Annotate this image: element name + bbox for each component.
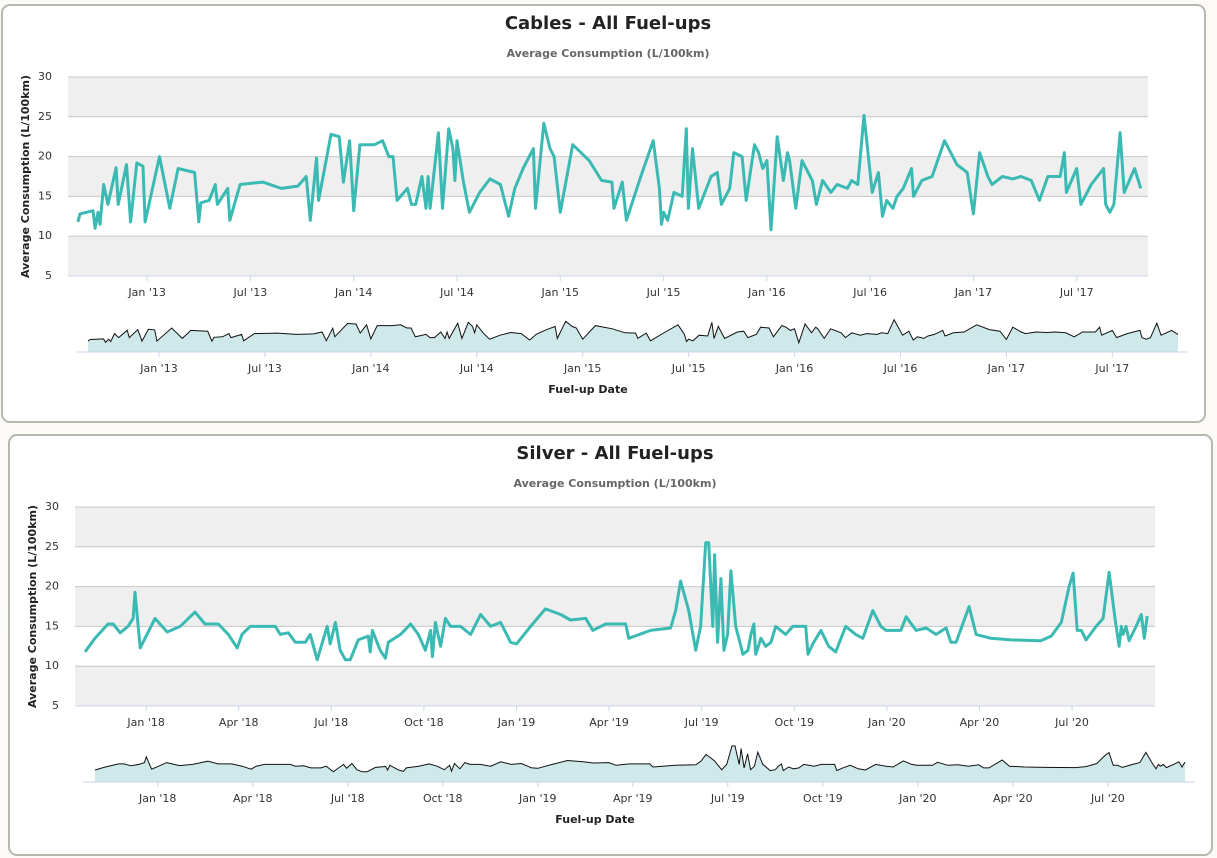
navigator-tick-label: Jul '13 <box>247 362 282 375</box>
y-axis-label: Average Consumption (L/100km) <box>19 75 32 278</box>
x-tick-label: Jan '16 <box>747 286 785 299</box>
navigator-tick-label: Jan '14 <box>351 362 389 375</box>
y-tick-label: 5 <box>45 269 52 282</box>
navigator-tick-label: Oct '19 <box>803 792 843 805</box>
x-tick-label: Apr '18 <box>219 716 259 729</box>
navigator-tick-label: Jul '19 <box>710 792 745 805</box>
navigator-tick-label: Apr '20 <box>993 792 1033 805</box>
navigator-area <box>88 319 1178 352</box>
navigator-tick-label: Apr '18 <box>233 792 273 805</box>
navigator-tick-label: Oct '18 <box>423 792 463 805</box>
navigator-tick-label: Jan '18 <box>138 792 176 805</box>
navigator-tick-label: Jan '17 <box>987 362 1025 375</box>
navigator-line <box>87 318 1179 345</box>
x-tick-label: Jan '13 <box>127 286 165 299</box>
y-tick-label: 10 <box>38 229 52 242</box>
navigator-tick-label: Apr '19 <box>613 792 653 805</box>
x-tick-label: Jan '17 <box>954 286 992 299</box>
y-tick-label: 20 <box>38 150 52 163</box>
y-tick-label: 15 <box>45 619 59 632</box>
chart-title: Cables - All Fuel-ups <box>505 13 711 34</box>
x-tick-label: Apr '19 <box>589 716 629 729</box>
plot-band <box>75 507 1155 547</box>
navigator-tick-label: Jul '16 <box>883 362 918 375</box>
plot-band <box>75 666 1155 706</box>
plot-band <box>68 77 1148 117</box>
plot-band <box>68 236 1148 276</box>
x-tick-label: Jan '15 <box>541 286 579 299</box>
y-tick-label: 25 <box>45 540 59 553</box>
y-axis-label: Average Consumption (L/100km) <box>26 505 39 708</box>
x-tick-label: Jul '20 <box>1054 716 1089 729</box>
y-tick-label: 20 <box>45 580 59 593</box>
plot-band <box>75 586 1155 627</box>
x-tick-label: Jan '20 <box>867 716 905 729</box>
x-tick-label: Jul '18 <box>313 716 348 729</box>
data-line <box>83 541 1149 662</box>
x-tick-label: Jul '15 <box>646 286 681 299</box>
y-tick-label: 30 <box>45 500 59 513</box>
chart-subtitle: Average Consumption (L/100km) <box>513 477 716 490</box>
plot-band <box>68 156 1148 197</box>
navigator-tick-label: Jul '15 <box>671 362 706 375</box>
navigator-tick-label: Jul '20 <box>1090 792 1125 805</box>
x-tick-label: Jan '19 <box>497 716 535 729</box>
x-tick-label: Oct '18 <box>404 716 444 729</box>
y-tick-label: 10 <box>45 659 59 672</box>
navigator-tick-label: Jan '15 <box>563 362 601 375</box>
data-line <box>76 113 1143 232</box>
x-tick-label: Jul '19 <box>684 716 719 729</box>
navigator-tick-label: Jul '17 <box>1094 362 1129 375</box>
navigator-tick-label: Jan '19 <box>518 792 556 805</box>
navigator-tick-label: Jul '18 <box>330 792 365 805</box>
navigator-tick-label: Jan '16 <box>775 362 813 375</box>
x-tick-label: Jul '14 <box>439 286 474 299</box>
x-tick-label: Jul '13 <box>233 286 268 299</box>
x-axis-label: Fuel-up Date <box>555 813 634 826</box>
y-tick-label: 15 <box>38 189 52 202</box>
x-tick-label: Oct '19 <box>774 716 814 729</box>
y-tick-label: 5 <box>52 699 59 712</box>
navigator-tick-label: Jan '13 <box>139 362 177 375</box>
x-tick-label: Jul '16 <box>852 286 887 299</box>
x-tick-label: Apr '20 <box>960 716 1000 729</box>
y-tick-label: 30 <box>38 70 52 83</box>
panel <box>1 4 1206 423</box>
y-tick-label: 25 <box>38 110 52 123</box>
x-axis-label: Fuel-up Date <box>548 383 627 396</box>
x-tick-label: Jan '18 <box>126 716 164 729</box>
x-tick-label: Jul '17 <box>1059 286 1094 299</box>
navigator-line <box>94 745 1186 773</box>
chart-subtitle: Average Consumption (L/100km) <box>506 47 709 60</box>
navigator-tick-label: Jan '20 <box>898 792 936 805</box>
navigator-tick-label: Jul '14 <box>459 362 494 375</box>
chart-title: Silver - All Fuel-ups <box>516 443 713 464</box>
x-tick-label: Jan '14 <box>334 286 372 299</box>
